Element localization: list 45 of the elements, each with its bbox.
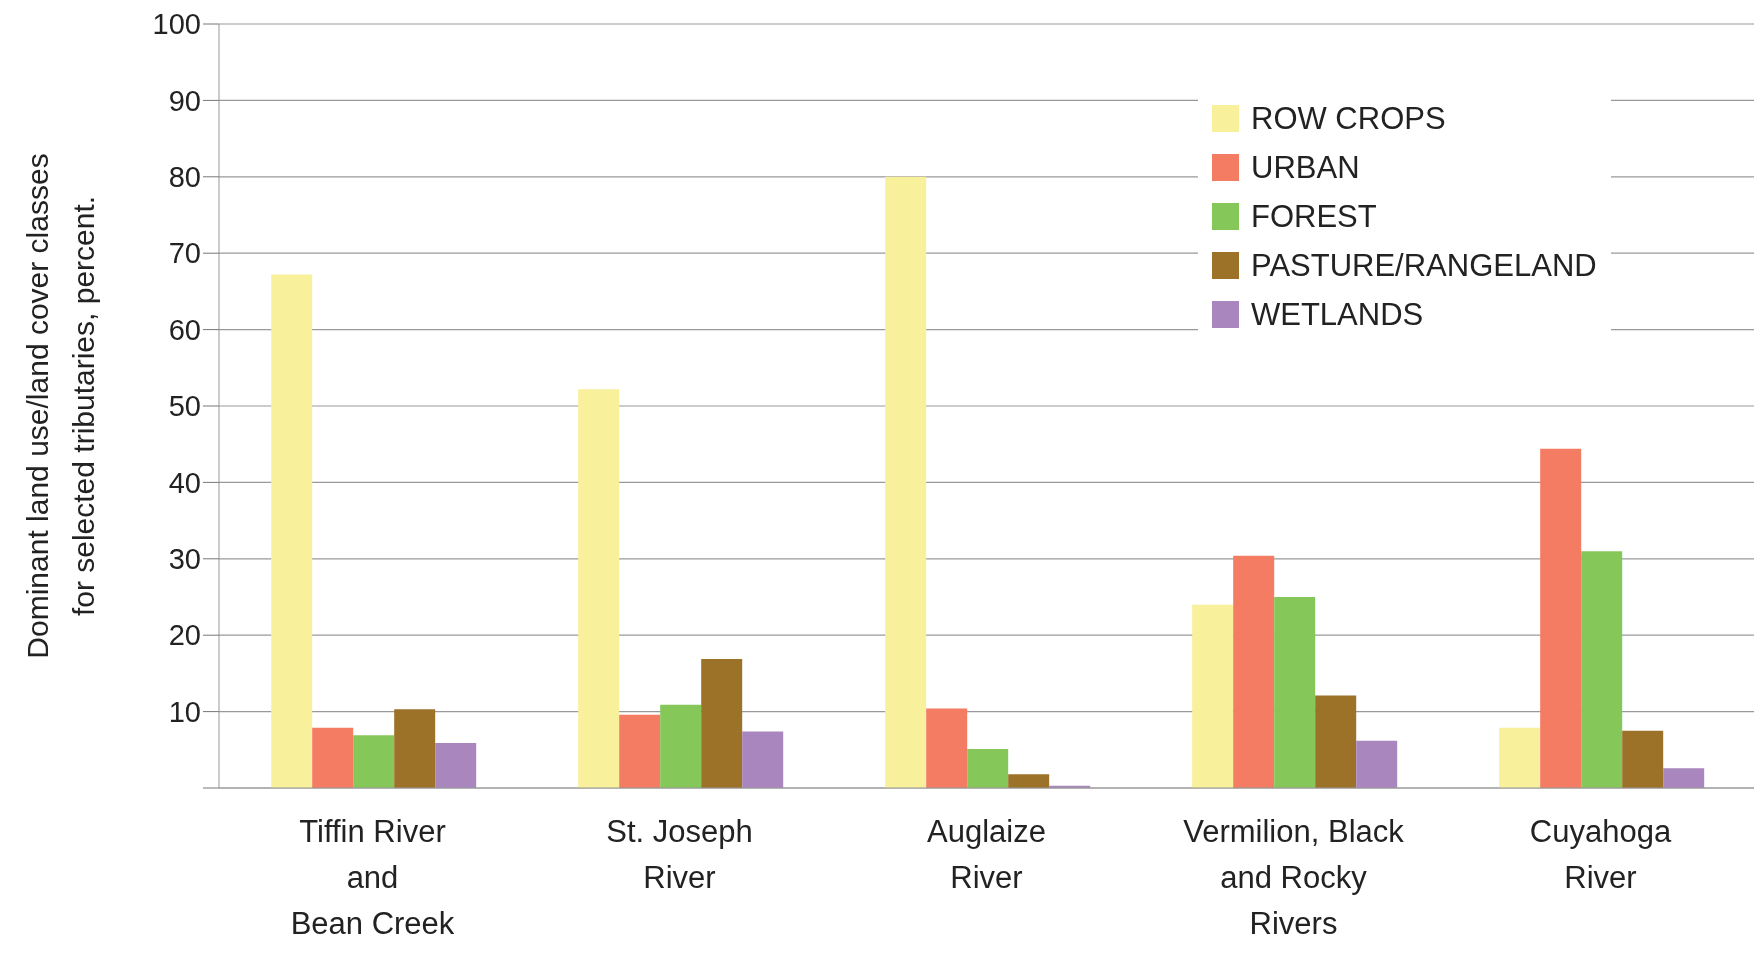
bar (967, 749, 1009, 788)
bar (742, 731, 784, 788)
legend-label: URBAN (1251, 149, 1360, 186)
bar (1356, 740, 1398, 788)
bar (1663, 768, 1705, 788)
bar (1274, 597, 1316, 788)
bar (271, 274, 313, 788)
bar (1622, 730, 1664, 788)
y-tick-label: 100 (152, 8, 201, 41)
x-tick-label: Cuyahoga River (1529, 814, 1672, 895)
y-tick-label: 70 (168, 237, 201, 270)
bar (578, 389, 620, 788)
bar (1008, 774, 1050, 788)
y-tick-label: 50 (168, 390, 201, 423)
x-tick-label: Tiffin River and Bean Creek (290, 814, 455, 941)
y-tick-label: 10 (168, 695, 201, 728)
legend-label: ROW CROPS (1251, 100, 1446, 137)
legend-label: PASTURE/RANGELAND (1251, 247, 1597, 284)
y-tick-label: 80 (168, 161, 201, 194)
legend-label: FOREST (1251, 198, 1377, 235)
y-tick-label: 90 (168, 84, 201, 117)
y-axis-title: Dominant land use/land cover classes for selected tributaries, percent. (21, 153, 100, 659)
x-tick-label: Vermilion, Black and Rocky Rivers (1183, 814, 1405, 941)
y-tick-label: 30 (168, 543, 201, 576)
y-tick-label: 20 (168, 619, 201, 652)
bar (885, 176, 927, 788)
y-tick-label: 60 (168, 313, 201, 346)
bar (926, 708, 968, 788)
bar (353, 735, 395, 788)
bar (619, 714, 661, 788)
bar (1192, 604, 1234, 788)
bar (1315, 695, 1357, 788)
bar (1233, 555, 1275, 788)
bar (1581, 551, 1623, 788)
bar (660, 704, 702, 788)
legend-label: WETLANDS (1251, 296, 1424, 333)
bar (435, 742, 477, 788)
bar (1499, 727, 1541, 788)
bar (1540, 448, 1582, 788)
x-tick-label: St. Joseph River (606, 814, 753, 895)
y-tick-label: 40 (168, 466, 201, 499)
x-tick-label: Auglaize River (927, 814, 1046, 895)
bar (394, 709, 436, 788)
bar (312, 727, 354, 788)
bar (701, 658, 743, 788)
